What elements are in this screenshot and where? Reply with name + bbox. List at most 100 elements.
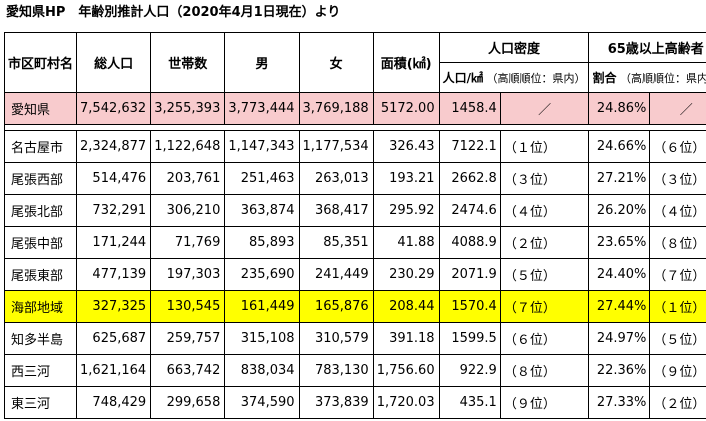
header-area[interactable]: 面積(㎢) bbox=[372, 32, 440, 93]
cell-male[interactable]: 315,108 bbox=[224, 322, 300, 355]
cell-area[interactable]: 1,756.60 bbox=[372, 354, 440, 387]
cell-elderly[interactable]: 27.44% bbox=[588, 290, 651, 323]
cell-density[interactable]: 2474.6 bbox=[438, 194, 501, 227]
cell-elderly[interactable]: 23.65% bbox=[588, 226, 651, 259]
cell-density[interactable]: 7122.1 bbox=[438, 130, 501, 163]
cell-density[interactable]: 4088.9 bbox=[438, 226, 501, 259]
cell-elderly-rank[interactable]: （２位） bbox=[649, 386, 706, 419]
cell-density-rank[interactable]: （２位） bbox=[499, 226, 590, 259]
cell-density[interactable]: 1458.4 bbox=[438, 92, 501, 125]
cell-female[interactable]: 368,417 bbox=[298, 194, 374, 227]
cell-households[interactable]: 259,757 bbox=[150, 322, 226, 355]
cell-name[interactable]: 尾張東部 bbox=[3, 258, 78, 291]
header-elderly-group[interactable]: 65歳以上高齢者 bbox=[588, 32, 706, 63]
cell-population[interactable]: 748,429 bbox=[76, 386, 152, 419]
cell-female[interactable]: 165,876 bbox=[298, 290, 374, 323]
cell-area[interactable]: 5172.00 bbox=[372, 92, 440, 125]
cell-female[interactable]: 783,130 bbox=[298, 354, 374, 387]
header-households[interactable]: 世帯数 bbox=[150, 32, 226, 93]
cell-density-rank[interactable]: （６位） bbox=[499, 322, 590, 355]
cell-population[interactable]: 514,476 bbox=[76, 162, 152, 195]
cell-area[interactable]: 295.92 bbox=[372, 194, 440, 227]
cell-population[interactable]: 625,687 bbox=[76, 322, 152, 355]
cell-female[interactable]: 263,013 bbox=[298, 162, 374, 195]
cell-name[interactable]: 西三河 bbox=[3, 354, 78, 387]
cell-density[interactable]: 1599.5 bbox=[438, 322, 501, 355]
cell-density[interactable]: 435.1 bbox=[438, 386, 501, 419]
cell-density[interactable]: 2662.8 bbox=[438, 162, 501, 195]
cell-elderly-rank[interactable]: （５位） bbox=[649, 322, 706, 355]
cell-density[interactable]: 1570.4 bbox=[438, 290, 501, 323]
cell-female[interactable]: 310,579 bbox=[298, 322, 374, 355]
cell-density-rank[interactable]: （４位） bbox=[499, 194, 590, 227]
cell-elderly-rank[interactable]: （４位） bbox=[649, 194, 706, 227]
cell-households[interactable]: 203,761 bbox=[150, 162, 226, 195]
cell-name[interactable]: 尾張中部 bbox=[3, 226, 78, 259]
cell-elderly-rank[interactable]: （３位） bbox=[649, 162, 706, 195]
cell-density-rank[interactable]: （９位） bbox=[499, 386, 590, 419]
cell-name[interactable]: 知多半島 bbox=[3, 322, 78, 355]
cell-households[interactable]: 197,303 bbox=[150, 258, 226, 291]
cell-elderly-rank[interactable]: ／ bbox=[649, 92, 706, 125]
cell-households[interactable]: 1,122,648 bbox=[150, 130, 226, 163]
cell-households[interactable]: 306,210 bbox=[150, 194, 226, 227]
cell-population[interactable]: 732,291 bbox=[76, 194, 152, 227]
cell-area[interactable]: 230.29 bbox=[372, 258, 440, 291]
cell-households[interactable]: 3,255,393 bbox=[150, 92, 226, 125]
cell-female[interactable]: 1,177,534 bbox=[298, 130, 374, 163]
cell-population[interactable]: 1,621,164 bbox=[76, 354, 152, 387]
cell-female[interactable]: 241,449 bbox=[298, 258, 374, 291]
cell-area[interactable]: 41.88 bbox=[372, 226, 440, 259]
cell-area[interactable]: 326.43 bbox=[372, 130, 440, 163]
cell-elderly[interactable]: 26.20% bbox=[588, 194, 651, 227]
cell-density-rank[interactable]: （１位） bbox=[499, 130, 590, 163]
cell-elderly[interactable]: 24.86% bbox=[588, 92, 651, 125]
cell-density-rank[interactable]: （８位） bbox=[499, 354, 590, 387]
cell-elderly[interactable]: 24.97% bbox=[588, 322, 651, 355]
cell-elderly[interactable]: 24.40% bbox=[588, 258, 651, 291]
cell-density-rank[interactable]: （３位） bbox=[499, 162, 590, 195]
cell-male[interactable]: 235,690 bbox=[224, 258, 300, 291]
cell-elderly-rank[interactable]: （６位） bbox=[649, 130, 706, 163]
cell-elderly-rank[interactable]: （８位） bbox=[649, 226, 706, 259]
cell-density-rank[interactable]: （７位） bbox=[499, 290, 590, 323]
cell-elderly[interactable]: 27.33% bbox=[588, 386, 651, 419]
header-male[interactable]: 男 bbox=[224, 32, 300, 93]
cell-area[interactable]: 193.21 bbox=[372, 162, 440, 195]
cell-elderly-rank[interactable]: （１位） bbox=[649, 290, 706, 323]
cell-name[interactable]: 愛知県 bbox=[3, 92, 78, 125]
header-density-sub[interactable]: 人口/㎢ （高順順位：県内） bbox=[438, 62, 590, 93]
cell-elderly-rank[interactable]: （９位） bbox=[649, 354, 706, 387]
cell-elderly[interactable]: 22.36% bbox=[588, 354, 651, 387]
cell-male[interactable]: 374,590 bbox=[224, 386, 300, 419]
cell-name[interactable]: 名古屋市 bbox=[3, 130, 78, 163]
cell-female[interactable]: 3,769,188 bbox=[298, 92, 374, 125]
header-elderly-sub[interactable]: 割合 （高順順位：県内） bbox=[588, 62, 706, 93]
cell-name[interactable]: 尾張西部 bbox=[3, 162, 78, 195]
header-name[interactable]: 市区町村名 bbox=[3, 32, 78, 93]
header-population[interactable]: 総人口 bbox=[76, 32, 152, 93]
cell-male[interactable]: 3,773,444 bbox=[224, 92, 300, 125]
cell-population[interactable]: 2,324,877 bbox=[76, 130, 152, 163]
cell-density[interactable]: 2071.9 bbox=[438, 258, 501, 291]
cell-male[interactable]: 85,893 bbox=[224, 226, 300, 259]
cell-name[interactable]: 東三河 bbox=[3, 386, 78, 419]
cell-male[interactable]: 251,463 bbox=[224, 162, 300, 195]
cell-population[interactable]: 171,244 bbox=[76, 226, 152, 259]
cell-male[interactable]: 838,034 bbox=[224, 354, 300, 387]
cell-name[interactable]: 尾張北部 bbox=[3, 194, 78, 227]
cell-female[interactable]: 373,839 bbox=[298, 386, 374, 419]
cell-households[interactable]: 130,545 bbox=[150, 290, 226, 323]
cell-male[interactable]: 1,147,343 bbox=[224, 130, 300, 163]
cell-households[interactable]: 299,658 bbox=[150, 386, 226, 419]
cell-elderly[interactable]: 27.21% bbox=[588, 162, 651, 195]
cell-households[interactable]: 663,742 bbox=[150, 354, 226, 387]
cell-population[interactable]: 477,139 bbox=[76, 258, 152, 291]
cell-population[interactable]: 7,542,632 bbox=[76, 92, 152, 125]
cell-male[interactable]: 363,874 bbox=[224, 194, 300, 227]
cell-households[interactable]: 71,769 bbox=[150, 226, 226, 259]
cell-area[interactable]: 208.44 bbox=[372, 290, 440, 323]
header-female[interactable]: 女 bbox=[298, 32, 374, 93]
cell-density[interactable]: 922.9 bbox=[438, 354, 501, 387]
cell-male[interactable]: 161,449 bbox=[224, 290, 300, 323]
